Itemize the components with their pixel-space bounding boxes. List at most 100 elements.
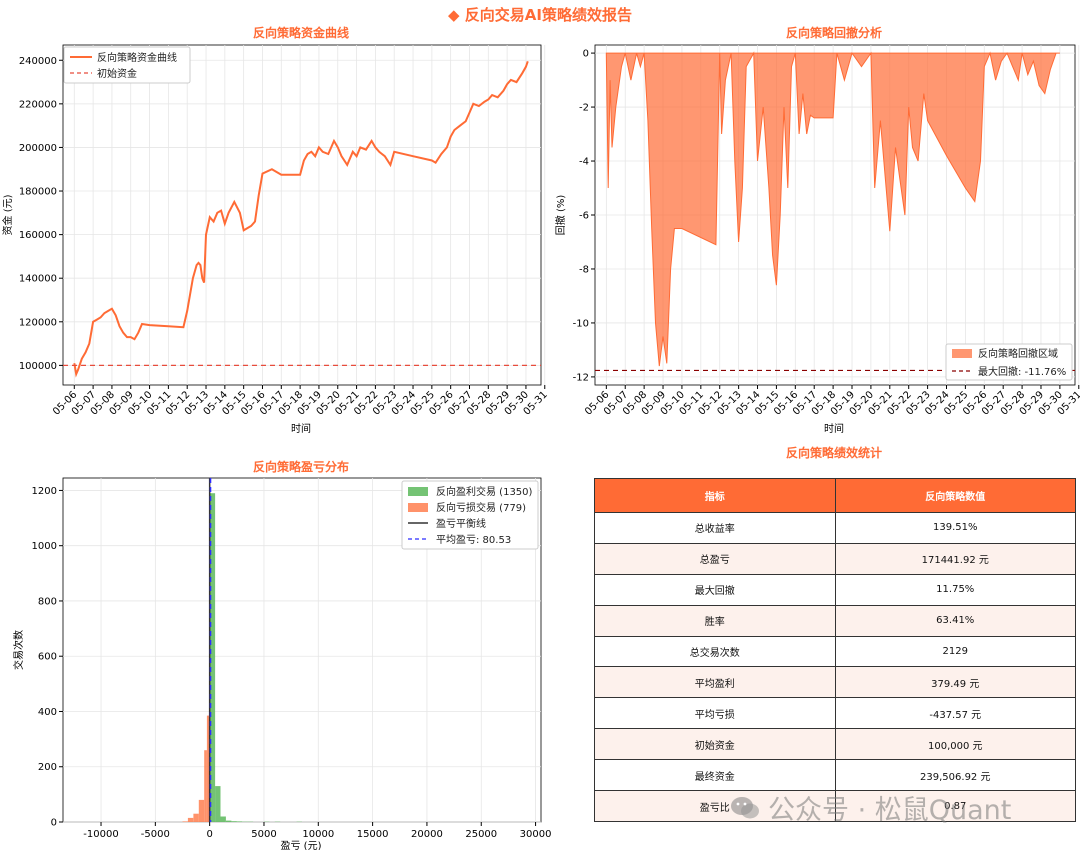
drawdown-legend: 反向策略回撤区域 最大回撤: -11.76%: [945, 343, 1073, 381]
stats-table-row: 盈亏比 0.87: [594, 790, 1076, 822]
equity-chart-title: 反向策略资金曲线: [253, 25, 349, 40]
histogram-tick-label-y: 0: [51, 818, 57, 829]
metric-value-cell: 2129: [834, 635, 1076, 668]
loss-histogram-bar: [187, 817, 194, 822]
legend-label-drawdown: 反向策略回撤区域: [978, 347, 1058, 360]
metric-name-cell: 初始资金: [594, 728, 836, 761]
histogram-tick-label-x: 10000: [302, 829, 334, 840]
stats-table-title: 反向策略绩效统计: [786, 445, 882, 460]
stats-table-row: 最大回撤 11.75%: [594, 573, 1076, 606]
metric-value-cell: 171441.92 元: [834, 542, 1076, 575]
metric-value-cell: 63.41%: [834, 604, 1076, 637]
stats-table: 指标 反向策略数值 总收益率 139.51% 总盈亏 171441.92 元最大回撤 1…: [594, 478, 1076, 822]
drawdown-tick-label-y: -10: [573, 318, 589, 329]
metric-name-cell: 总交易次数: [594, 635, 836, 668]
metric-value-cell: 379.49 元: [834, 666, 1076, 699]
histogram-tick-label-x: 25000: [465, 829, 497, 840]
drawdown-tick-label-y: -12: [573, 372, 589, 383]
metric-name-cell: 平均亏损: [594, 697, 836, 730]
legend-label-equity: 反向策略资金曲线: [97, 51, 177, 64]
equity-legend: 反向策略资金曲线 初始资金: [63, 46, 191, 84]
histogram-tick-label-y: 800: [38, 596, 57, 607]
stats-table-row: 平均盈利 379.49 元: [594, 666, 1076, 699]
legend-label-breakeven: 盈亏平衡线: [436, 517, 486, 530]
histogram-tick-label-y: 600: [38, 652, 57, 663]
histogram-tick-label-x: 0: [206, 829, 212, 840]
metric-value-cell: 0.87: [834, 790, 1076, 822]
metric-value-cell: -437.57 元: [834, 697, 1076, 730]
histogram-tick-label-y: 1000: [32, 541, 57, 552]
drawdown-tick-label-y: 0: [583, 49, 589, 60]
stats-table-row: 最终资金 239,506.92 元: [594, 759, 1076, 792]
metric-name-cell: 最大回撤: [594, 573, 836, 606]
drawdown-tick-label-y: -2: [579, 103, 589, 114]
chart-increasing-icon: ◆: [448, 6, 465, 24]
equity-curve-chart: 反向策略资金曲线 05-0605-0705-0805-0905-1005-110…: [1, 25, 550, 435]
profit-histogram-bar: [220, 816, 226, 822]
equity-tick-label-y: 100000: [19, 361, 57, 372]
drawdown-chart: 反向策略回撤分析 05-0605-0705-0805-0905-1005-110…: [554, 25, 1080, 435]
figure-title: ◆ 反向交易AI策略绩效报告: [448, 6, 632, 24]
stats-table-row: 总盈亏 171441.92 元: [594, 542, 1076, 575]
profit-histogram-bar: [226, 820, 232, 822]
stats-table-row: 胜率 63.41%: [594, 604, 1076, 637]
pnl-distribution-chart: 反向策略盈亏分布 -10000 -5000 0 5000 10000 15000 20000…: [12, 459, 551, 850]
drawdown-chart-title: 反向策略回撤分析: [786, 25, 882, 40]
equity-tick-label-y: 120000: [19, 317, 57, 328]
equity-tick-label-y: 200000: [19, 143, 57, 154]
histogram-tick-label-x: 20000: [411, 829, 443, 840]
equity-x-label: 时间: [291, 422, 311, 435]
stats-table-row: 总收益率 139.51%: [594, 512, 1076, 544]
drawdown-area: [605, 51, 1060, 367]
metric-name-cell: 最终资金: [594, 759, 836, 792]
equity-y-label: 资金 (元): [1, 194, 14, 235]
metric-value-cell: 139.51%: [834, 512, 1076, 544]
metric-name-cell: 总收益率: [594, 512, 836, 544]
metric-value-cell: 100,000 元: [834, 728, 1076, 761]
figure-title-text: 反向交易AI策略绩效报告: [465, 6, 632, 24]
legend-swatch-drawdown: [952, 349, 972, 358]
loss-histogram-bar: [204, 750, 207, 822]
stats-table-header: 指标 反向策略数值: [594, 478, 1076, 513]
loss-histogram-bar: [198, 799, 205, 822]
legend-swatch-loss: [408, 503, 428, 512]
metric-value-cell: 239,506.92 元: [834, 759, 1076, 792]
drawdown-tick-label-y: -6: [579, 211, 589, 222]
profit-histogram-bar: [236, 821, 243, 822]
legend-label-average: 平均盈亏: 80.53: [436, 534, 511, 546]
histogram-tick-label-x: -10000: [83, 829, 118, 840]
equity-tick-label-y: 220000: [19, 99, 57, 110]
legend-label-max-drawdown: 最大回撤: -11.76%: [978, 365, 1066, 378]
loss-histogram-bar: [206, 715, 210, 822]
equity-plot-area: [62, 44, 542, 386]
histogram-tick-label-y: 400: [38, 707, 57, 718]
legend-label-profit: 反向盈利交易 (1350): [436, 485, 533, 498]
drawdown-x-label: 时间: [824, 422, 844, 435]
metric-name-cell: 总盈亏: [594, 542, 836, 575]
equity-tick-label-y: 160000: [19, 230, 57, 241]
metric-name-cell: 胜率: [594, 604, 836, 637]
profit-histogram-bar: [209, 493, 216, 822]
histogram-tick-label-x: -5000: [141, 829, 170, 840]
column-header-value: 反向策略数值: [834, 478, 1076, 513]
legend-label-initial: 初始资金: [97, 67, 137, 80]
profit-histogram-bar: [231, 821, 237, 822]
loss-histogram-bar: [193, 813, 199, 822]
metric-name-cell: 盈亏比: [594, 790, 836, 822]
legend-label-loss: 反向亏损交易 (779): [436, 501, 526, 514]
drawdown-tick-label-y: -4: [579, 157, 589, 168]
drawdown-y-label: 回撤 (%): [554, 195, 567, 236]
profit-histogram-bar: [215, 786, 221, 822]
histogram-tick-label-x: 15000: [357, 829, 389, 840]
drawdown-tick-label-y: -8: [579, 264, 589, 275]
histogram-legend: 反向盈利交易 (1350) 反向亏损交易 (779) 盈亏平衡线 平均盈亏: 8…: [401, 480, 539, 550]
stats-table-container: 指标 反向策略数值 总收益率 139.51% 总盈亏 171441.92 元最大回撤 1…: [594, 478, 1076, 822]
histogram-y-label: 交易次数: [12, 630, 25, 670]
histogram-chart-title: 反向策略盈亏分布: [253, 459, 349, 474]
stats-table-row: 总交易次数 2129: [594, 635, 1076, 668]
stats-table-row: 平均亏损 -437.57 元: [594, 697, 1076, 730]
equity-curve-line: [73, 60, 529, 378]
histogram-tick-label-y: 1200: [32, 486, 57, 497]
histogram-tick-label-x: 30000: [520, 829, 552, 840]
